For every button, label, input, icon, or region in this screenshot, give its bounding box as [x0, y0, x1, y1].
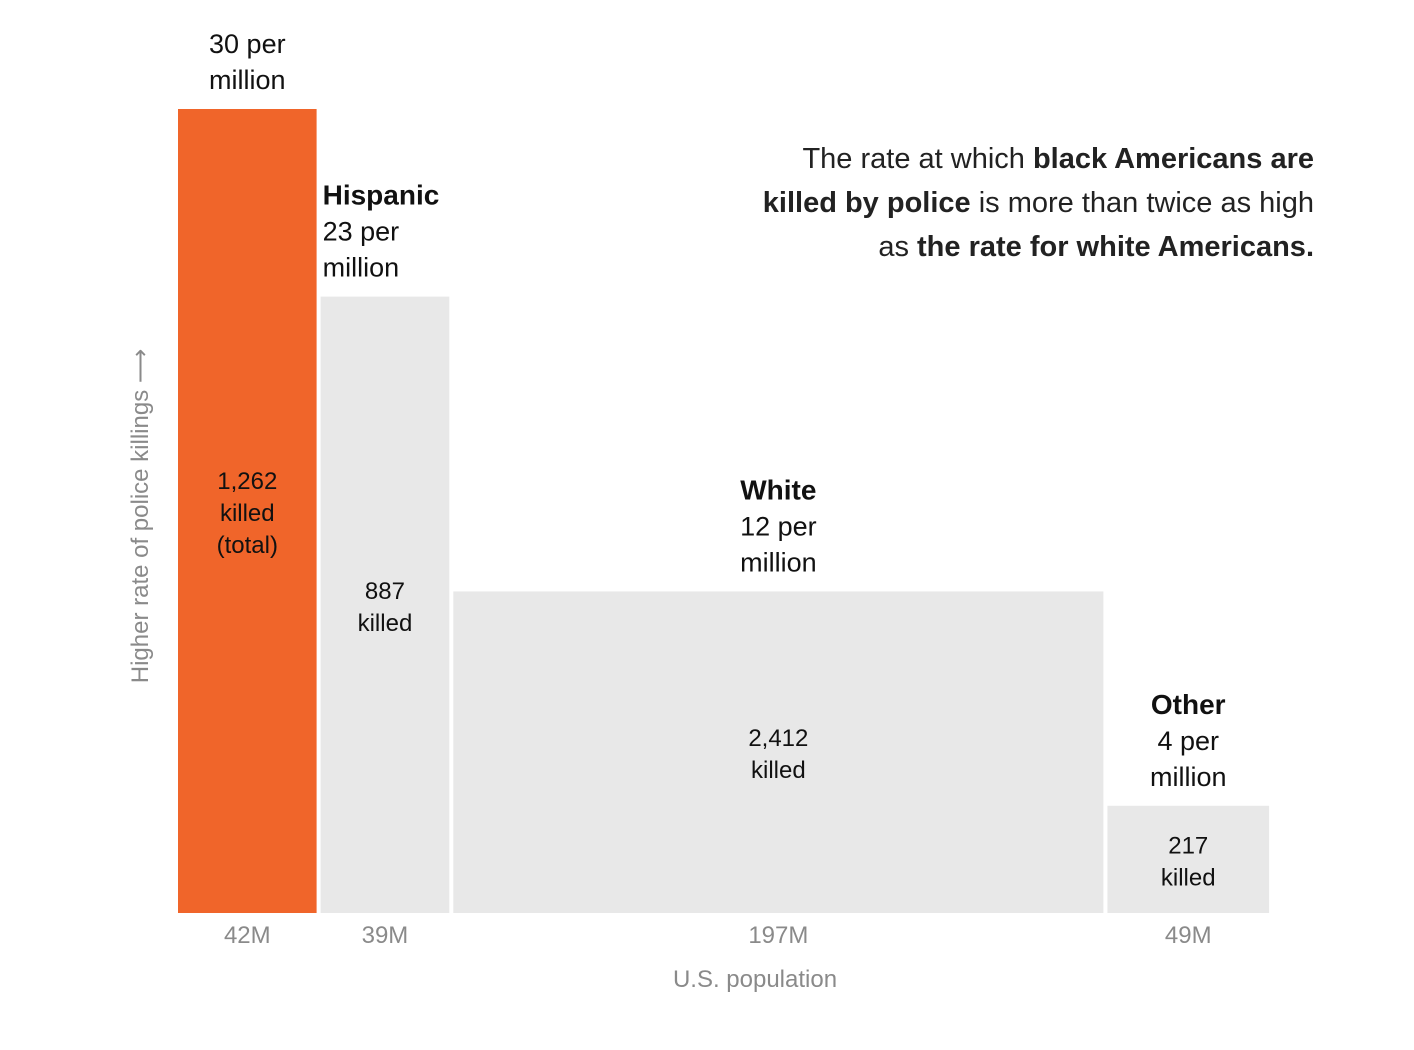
killed-label: 887	[365, 578, 405, 605]
rate-label: million	[323, 253, 400, 283]
rate-label: 12 per	[740, 511, 817, 541]
bar-white	[453, 591, 1104, 913]
bar-hispanic	[320, 296, 450, 914]
killed-label: killed	[220, 500, 275, 527]
killed-label: 1,262	[217, 468, 277, 495]
rate-label: 30 per	[209, 29, 286, 59]
x-tick-label: 42M	[224, 922, 271, 949]
rate-label: million	[740, 547, 817, 577]
annotation-line: as the rate for white Americans.	[878, 231, 1314, 263]
x-tick-label: 197M	[748, 922, 808, 949]
killed-label: killed	[358, 610, 413, 637]
annotation-segment: black Americans are	[1033, 143, 1314, 175]
rate-label: million	[1150, 762, 1227, 792]
rate-label: 4 per	[1157, 726, 1219, 756]
annotation-segment: is more than twice as high	[971, 187, 1314, 219]
y-axis-label: Higher rate of police killings ⟶	[127, 349, 154, 684]
killed-label: (total)	[217, 532, 278, 559]
bar-black	[178, 109, 317, 913]
rate-label: 23 per	[323, 217, 400, 247]
killed-label: 217	[1168, 832, 1208, 859]
bar-other	[1107, 805, 1270, 913]
killed-label: killed	[1161, 864, 1216, 891]
category-label: White	[740, 474, 816, 505]
annotation-segment: The rate at which	[802, 143, 1033, 175]
rate-label: million	[209, 65, 286, 95]
annotation-segment: killed by police	[763, 187, 971, 219]
killed-label: 2,412	[748, 725, 808, 752]
category-label: Hispanic	[323, 180, 440, 211]
annotation-segment: the rate for white Americans.	[917, 231, 1314, 263]
annotation-line: killed by police is more than twice as h…	[763, 187, 1314, 219]
annotation-segment: as	[878, 231, 917, 263]
killed-label: killed	[751, 757, 806, 784]
x-tick-label: 39M	[362, 922, 409, 949]
annotation: The rate at which black Americans are kil…	[763, 143, 1314, 263]
x-tick-label: 49M	[1165, 922, 1212, 949]
category-label: Other	[1151, 689, 1226, 720]
annotation-line: The rate at which black Americans are	[802, 143, 1314, 175]
x-axis-label: U.S. population	[673, 966, 837, 993]
